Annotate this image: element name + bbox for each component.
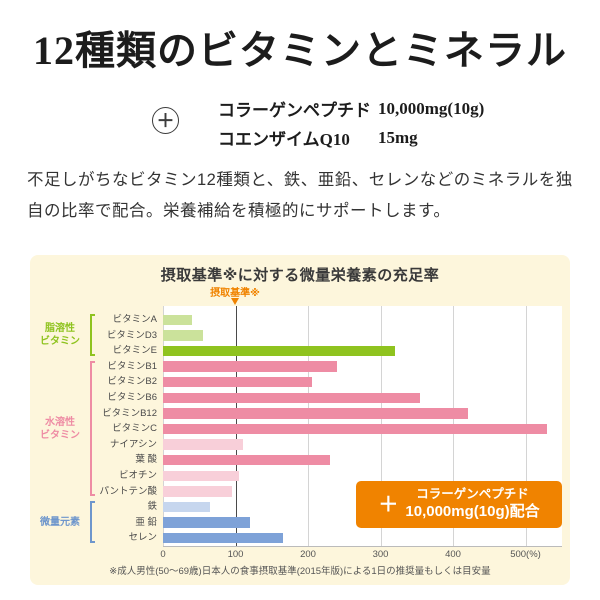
category-label: ビタミンC <box>112 423 157 435</box>
category-label: ビタミンB12 <box>102 407 157 419</box>
chart-bar <box>163 439 243 450</box>
chart-panel: 摂取基準※に対する微量栄養素の充足率 摂取基準※ 0 100 200 300 400 50… <box>30 255 570 585</box>
category-label: パントテン酸 <box>99 485 157 497</box>
category-label: ビタミンA <box>112 314 157 325</box>
plus-glyph: ＋ <box>156 110 175 131</box>
chart-bar <box>163 392 421 404</box>
chart-bar <box>163 532 283 544</box>
category-label: ビタミンB2 <box>107 376 157 388</box>
chart-bar <box>163 470 240 482</box>
group-label: 微量元素 <box>40 517 80 529</box>
supplement-amount: 10,000mg(10g) <box>378 98 485 118</box>
badge-text: コラーゲンペプチド 10,000mg(10g)配合 <box>405 487 539 521</box>
category-label: ビタミンE <box>112 345 157 357</box>
axis-tick-label: 200 <box>300 549 316 560</box>
plus-icon: ＋ <box>378 493 399 516</box>
axis-tick-label: 500(%) <box>510 549 541 560</box>
group-bracket <box>90 360 95 497</box>
category-label: 葉 酸 <box>135 454 157 466</box>
chart-bar <box>163 408 468 419</box>
chart-bar <box>163 361 337 372</box>
plus-circle-icon: ＋ <box>152 107 179 134</box>
supplement-row: コラーゲンペプチド 10,000mg(10g) <box>218 94 588 123</box>
category-label: ビタミンB6 <box>107 392 157 403</box>
category-label: セレン <box>128 532 157 544</box>
group-label: 脂溶性 ビタミン <box>40 323 80 348</box>
category-label: ビオチン <box>118 470 157 481</box>
axis-tick-label: 400 <box>445 549 461 560</box>
collagen-badge: ＋ コラーゲンペプチド 10,000mg(10g)配合 <box>356 481 562 528</box>
chart-bar <box>163 330 203 341</box>
chart-bar <box>163 454 330 466</box>
chart-bar <box>163 423 548 435</box>
standard-marker-icon <box>231 298 239 305</box>
category-label: 鉄 <box>147 501 157 513</box>
category-label: ビタミンD3 <box>106 329 157 341</box>
supplement-row: コエンザイムQ10 15mg <box>218 123 588 152</box>
axis-tick-label: 0 <box>160 549 166 560</box>
badge-line2: 10,000mg(10g)配合 <box>405 502 540 520</box>
chart-bar <box>163 486 232 497</box>
category-label: ビタミンB1 <box>107 360 157 372</box>
chart-bar <box>163 314 192 326</box>
badge-line1: コラーゲンペプチド <box>416 487 529 502</box>
x-axis-line <box>163 546 562 547</box>
description-text: 不足しがちなビタミン12種類と、鉄、亜鉛、セレンなどのミネラルを独自の比率で配合… <box>27 171 573 220</box>
chart-bar <box>163 376 312 388</box>
category-label: ナイアシン <box>109 438 157 450</box>
chart-bar <box>163 345 395 357</box>
group-bracket <box>90 501 95 543</box>
group-label: 水溶性 ビタミン <box>40 416 80 441</box>
chart-title: 摂取基準※に対する微量栄養素の充足率 <box>160 267 440 284</box>
chart-footnote: ※成人男性(50〜69歳)日本人の食事摂取基準(2015年版)による1日の推奨量… <box>109 566 491 577</box>
group-bracket <box>90 314 95 356</box>
axis-tick-label: 300 <box>372 549 389 560</box>
chart-bar <box>163 517 250 528</box>
axis-tick-label: 100 <box>227 549 244 560</box>
page-title: 12種類のビタミンとミネラル <box>33 28 567 73</box>
supplement-amount: 15mg <box>378 127 418 147</box>
category-label: 亜 鉛 <box>135 516 157 528</box>
supplement-name: コエンザイムQ10 <box>218 130 350 149</box>
standard-line-label: 摂取基準※ <box>210 288 260 299</box>
chart-bar <box>163 501 211 513</box>
supplement-list: コラーゲンペプチド 10,000mg(10g) コエンザイムQ10 15mg <box>218 94 588 152</box>
supplement-name: コラーゲンペプチド <box>218 101 371 120</box>
